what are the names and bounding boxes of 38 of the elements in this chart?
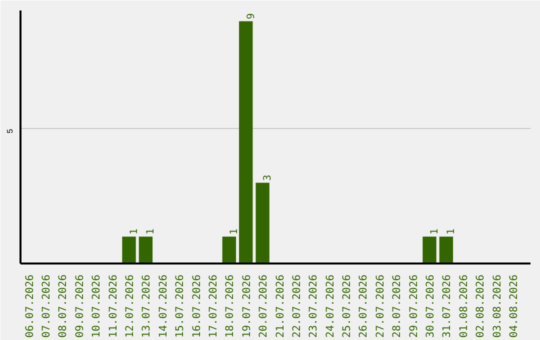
x-tick-label: 18.07.2026 [224, 274, 236, 338]
x-tick-label: 31.07.2026 [441, 274, 454, 338]
x-tick-label: 28.07.2026 [391, 274, 404, 338]
data-label: 1 [129, 228, 140, 235]
x-tick-label: 06.07.2026 [24, 274, 36, 338]
data-label: 1 [146, 228, 157, 235]
x-tick-label: 20.07.2026 [258, 274, 270, 338]
x-tick-label: 27.07.2026 [374, 274, 386, 338]
x-tick-label: 09.07.2026 [74, 274, 86, 338]
x-tick-label: 13.07.2026 [140, 274, 153, 338]
x-tick-label: 02.08.2026 [474, 274, 487, 338]
x-tick-label: 07.07.2026 [40, 274, 53, 338]
x-tick-label: 21.07.2026 [274, 274, 286, 338]
x-tick-label: 23.07.2026 [308, 274, 320, 338]
x-tick-label: 12.07.2026 [124, 274, 136, 338]
data-label: 1 [446, 228, 458, 235]
x-tick-label: 22.07.2026 [290, 274, 303, 338]
x-tick-label: 16.07.2026 [190, 274, 203, 338]
x-tick-label: 10.07.2026 [90, 274, 103, 338]
x-tick-label: 19.07.2026 [240, 274, 253, 338]
x-tick-label: 26.07.2026 [358, 274, 370, 338]
x-tick-label: 15.07.2026 [174, 274, 186, 338]
x-tick-label: 01.08.2026 [458, 274, 470, 338]
x-tick-label: 29.07.2026 [408, 274, 420, 338]
x-tick-label: 25.07.2026 [341, 274, 354, 338]
data-label: 1 [430, 228, 440, 235]
x-tick-label: 24.07.2026 [324, 274, 336, 338]
data-label: 9 [246, 13, 257, 20]
data-label: 3 [262, 174, 274, 181]
x-tick-label: 17.07.2026 [207, 274, 220, 338]
x-tick-label: 14.07.2026 [157, 274, 170, 338]
x-tick-label: 04.08.2026 [508, 274, 520, 338]
y-tick-label: 5 [6, 128, 14, 134]
x-tick-label: 08.07.2026 [57, 274, 70, 338]
x-tick-label: 11.07.2026 [107, 274, 120, 338]
x-tick-label: 03.08.2026 [491, 274, 504, 338]
data-label: 1 [229, 228, 240, 235]
x-tick-label: 30.07.2026 [424, 274, 436, 338]
